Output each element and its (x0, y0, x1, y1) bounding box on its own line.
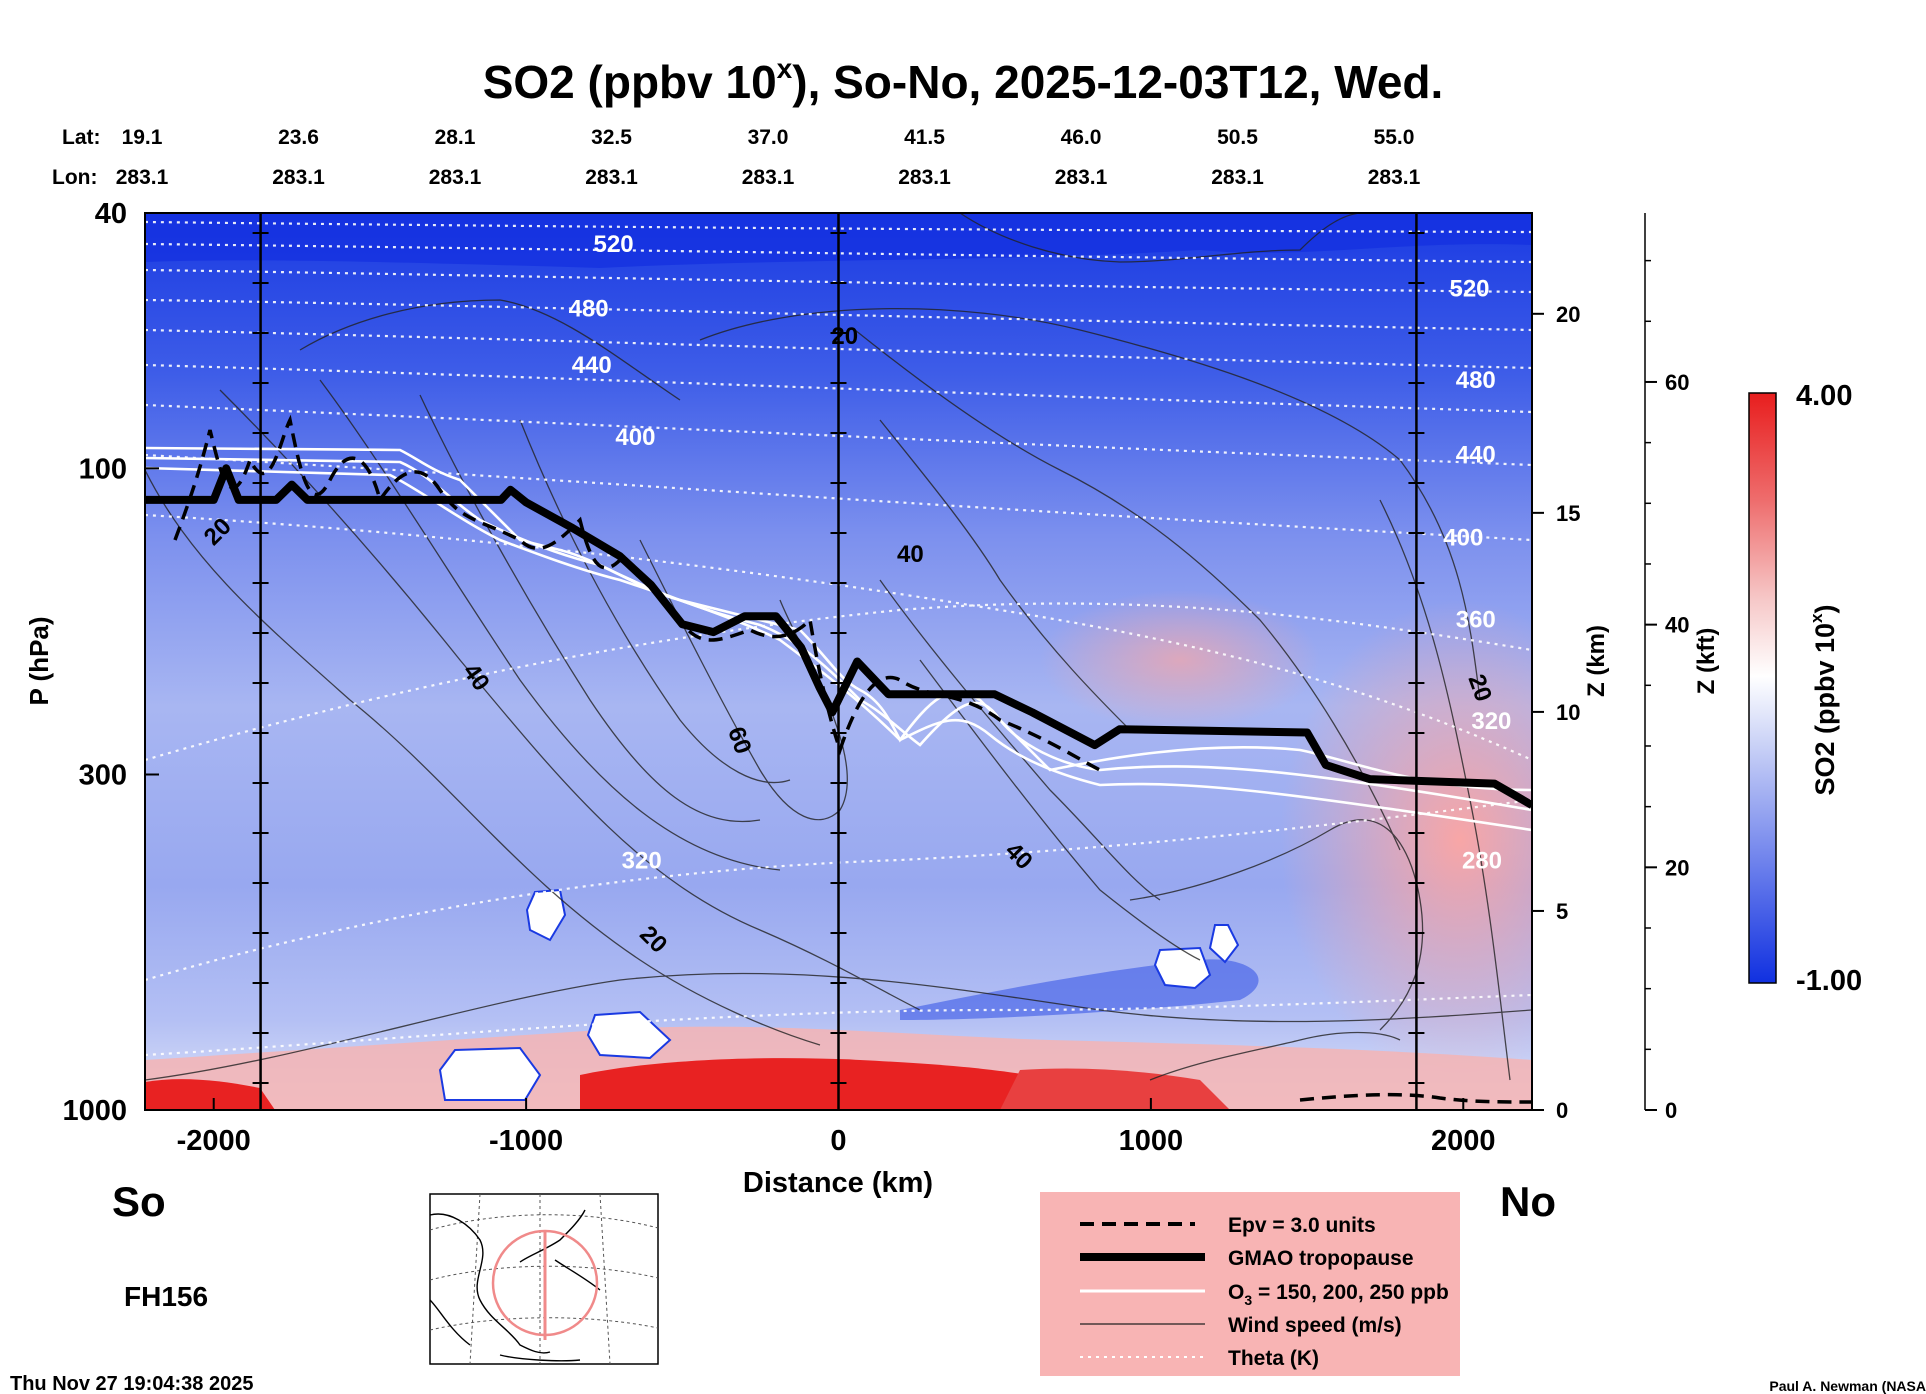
lon-tick-label: 283.1 (429, 166, 482, 189)
so2-boundary-layer-red-mid (1000, 1068, 1230, 1110)
colorbar (1748, 392, 1777, 984)
lon-label: Lon: (52, 166, 97, 189)
z-kft-tick-label: 0 (1665, 1098, 1677, 1123)
so2-boundary-layer-red-left (145, 1079, 275, 1110)
legend-wind-speed: Wind speed (m/s) (1228, 1314, 1402, 1337)
z-km-tick-label: 10 (1556, 700, 1580, 725)
x-tick-label: 1000 (1119, 1125, 1184, 1157)
lat-tick-label: 23.6 (278, 126, 319, 149)
y-tick-label: 100 (79, 453, 127, 485)
x-tick-label: -2000 (177, 1125, 251, 1157)
z-kft-tick-label: 20 (1665, 855, 1689, 880)
z-km-tick-label: 0 (1556, 1098, 1568, 1123)
y-axis-label: P (hPa) (24, 616, 54, 705)
legend-tropopause: GMAO tropopause (1228, 1247, 1414, 1270)
south-label: So (112, 1178, 166, 1225)
map-inset (429, 1193, 659, 1365)
y-tick-label: 40 (95, 198, 127, 230)
z-km-axis: 0 5 10 15 20 (1532, 302, 1580, 1123)
epv-3-units-line-right (1299, 1092, 1532, 1104)
epv-3-units-line (173, 414, 1101, 772)
z-km-tick-label: 20 (1556, 302, 1580, 327)
section-marker-lines (252, 213, 1425, 1110)
credit: Paul A. Newman (NASA (1769, 1378, 1926, 1394)
y-axis: 40 100 300 1000 (62, 198, 159, 1127)
latitude-tick-labels: 19.1 23.6 28.1 32.5 37.0 41.5 46.0 50.5 55.0 (122, 126, 1415, 149)
x-tick-label: 0 (830, 1125, 846, 1157)
theta-label: 480 (569, 296, 609, 323)
lon-tick-label: 283.1 (272, 166, 325, 189)
gmao-tropopause-line (145, 464, 1532, 809)
lat-tick-label: 55.0 (1374, 126, 1415, 149)
lat-tick-label: 37.0 (748, 126, 789, 149)
wind-speed-contours (145, 213, 1532, 1081)
theta-label: 320 (622, 847, 662, 874)
longitude-tick-labels: 283.1 283.1 283.1 283.1 283.1 283.1 283.1 283.1… (116, 166, 1421, 189)
so2-missing-patch-5 (1208, 924, 1240, 964)
z-kft-axis-label: Z (kft) (1693, 628, 1720, 695)
theta-label: 520 (1449, 276, 1489, 303)
x-tick-label: 2000 (1431, 1125, 1496, 1157)
lat-tick-label: 19.1 (122, 126, 163, 149)
theta-label: 400 (1443, 525, 1483, 552)
lon-tick-label: 283.1 (1055, 166, 1108, 189)
theta-label: 280 (1462, 847, 1502, 874)
lon-tick-label: 283.1 (1368, 166, 1421, 189)
theta-label: 440 (1456, 442, 1496, 469)
lat-tick-label: 41.5 (904, 126, 945, 149)
x-axis: -2000 -1000 0 1000 2000 (177, 1098, 1496, 1157)
theta-label: 320 (1471, 708, 1511, 735)
z-kft-tick-label: 60 (1665, 370, 1689, 395)
forecast-hour-label: FH156 (124, 1281, 208, 1312)
chart-title: SO2 (ppbv 10x), So-No, 2025-12-03T12, We… (483, 53, 1444, 108)
z-km-tick-label: 15 (1556, 501, 1580, 526)
lon-tick-label: 283.1 (742, 166, 795, 189)
lon-tick-label: 283.1 (585, 166, 638, 189)
legend-theta: Theta (K) (1228, 1347, 1319, 1370)
lat-tick-label: 50.5 (1217, 126, 1258, 149)
y-tick-label: 300 (79, 759, 127, 791)
x-axis-label: Distance (km) (743, 1167, 933, 1199)
so2-missing-patch-1 (438, 1046, 542, 1101)
legend: Epv = 3.0 units GMAO tropopause O3 = 150… (1040, 1192, 1460, 1376)
legend-epv: Epv = 3.0 units (1228, 1214, 1376, 1237)
theta-contour-labels: 520 480 440 400 320 520 480 440 400 360 320 280 (569, 231, 1512, 874)
z-km-axis-label: Z (km) (1583, 625, 1610, 697)
wind-speed-label: 40 (897, 541, 924, 568)
theta-label: 360 (1456, 606, 1496, 633)
so2-positive-region-right (1280, 600, 1532, 1080)
lat-tick-label: 46.0 (1061, 126, 1102, 149)
z-kft-axis: 0 20 40 60 (1644, 213, 1689, 1123)
z-kft-tick-label: 40 (1665, 613, 1689, 638)
north-label: No (1500, 1178, 1556, 1225)
timestamp: Thu Nov 27 19:04:38 2025 (10, 1373, 253, 1394)
theta-contours (145, 220, 1532, 1057)
wind-speed-label: 20 (831, 323, 858, 350)
legend-ozone: O3 = 150, 200, 250 ppb (1228, 1281, 1449, 1308)
lat-tick-label: 32.5 (591, 126, 632, 149)
so2-boundary-layer-red (580, 1058, 1100, 1110)
y-tick-label: 1000 (62, 1095, 127, 1127)
z-km-tick-label: 5 (1556, 899, 1568, 924)
theta-label: 440 (572, 352, 612, 379)
lon-tick-label: 283.1 (1211, 166, 1264, 189)
lon-tick-label: 283.1 (116, 166, 169, 189)
so2-missing-patch-4 (1153, 946, 1212, 990)
x-tick-label: -1000 (489, 1125, 563, 1157)
theta-label: 480 (1456, 367, 1496, 394)
colorbar-max-label: 4.00 (1796, 380, 1852, 412)
so2-positive-region-mid (1040, 590, 1320, 730)
lat-label: Lat: (62, 126, 101, 149)
lat-tick-label: 28.1 (435, 126, 476, 149)
theta-label: 400 (615, 424, 655, 451)
lon-tick-label: 283.1 (898, 166, 951, 189)
colorbar-label: SO2 (ppbv 10x) (1807, 604, 1840, 795)
theta-label: 520 (594, 231, 634, 258)
colorbar-min-label: -1.00 (1796, 965, 1862, 997)
